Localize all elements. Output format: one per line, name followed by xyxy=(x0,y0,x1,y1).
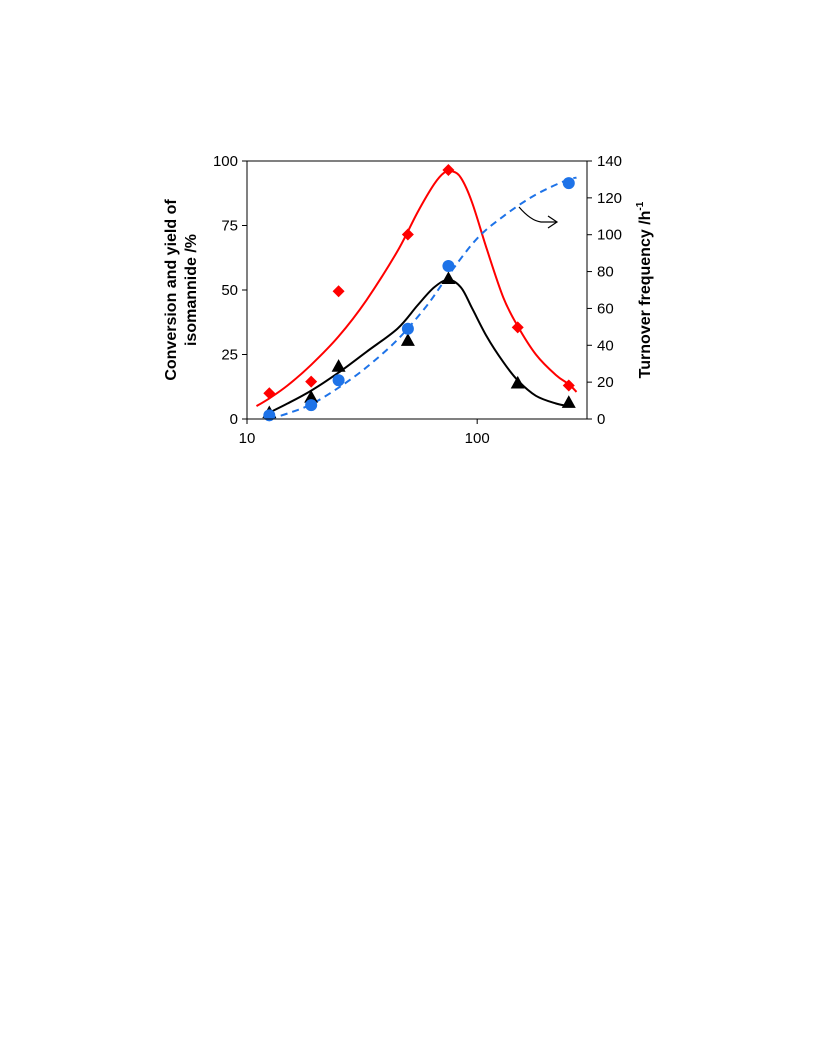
triangle-marker xyxy=(400,333,415,346)
diamond-marker xyxy=(263,387,276,400)
diamond-marker xyxy=(442,164,455,177)
fit-curves xyxy=(255,169,578,420)
circle-marker xyxy=(332,374,345,387)
data-markers xyxy=(262,164,576,422)
y-right-tick-label: 80 xyxy=(597,264,614,281)
y-right-tick-label: 120 xyxy=(597,190,622,207)
y-right-tick-label: 100 xyxy=(597,227,622,244)
diamond-marker xyxy=(305,375,318,388)
diamond-marker xyxy=(332,285,345,298)
arrow-head xyxy=(547,215,559,229)
y-left-axis-title-line1: Conversion and yield of xyxy=(163,199,180,381)
circle-marker xyxy=(263,409,276,422)
y-right-tick-label: 20 xyxy=(597,374,614,391)
right-axis-arrow-annotation xyxy=(518,206,559,229)
y-right-tick-label: 40 xyxy=(597,337,614,354)
diamond-marker xyxy=(562,379,575,392)
arrow-curve xyxy=(518,206,556,223)
diamond-marker xyxy=(511,321,524,334)
triangle-marker xyxy=(441,271,456,284)
y-left-tick-label: 0 xyxy=(230,411,238,428)
y-right-axis-title-sup: -1 xyxy=(635,201,646,210)
triangle-marker xyxy=(561,395,576,408)
y-left-tick-label: 50 xyxy=(221,282,238,299)
circle-marker xyxy=(442,260,455,273)
y-right-axis-title: Turnover frequency /h-1 xyxy=(635,201,654,378)
x-tick-label: 100 xyxy=(465,430,490,447)
circle-marker xyxy=(305,399,318,412)
y-left-axis-title-line2: isomannide /% xyxy=(183,234,200,346)
y-left-tick-label: 75 xyxy=(221,218,238,235)
triangle-marker xyxy=(510,375,525,389)
fit-curve-0 xyxy=(255,169,578,407)
y-left-tick-label: 100 xyxy=(213,153,238,170)
y-left-tick-label: 25 xyxy=(221,347,238,364)
y-right-tick-label: 140 xyxy=(597,153,622,170)
fit-curve-1 xyxy=(268,278,569,414)
y-right-axis-title-main: Turnover frequency /h xyxy=(637,211,654,379)
x-tick-label: 10 xyxy=(239,430,256,447)
circle-marker xyxy=(401,322,414,335)
triangle-marker xyxy=(304,390,319,403)
plot-frame xyxy=(246,160,588,420)
diamond-marker xyxy=(401,228,414,241)
circle-marker xyxy=(562,177,575,190)
y-right-tick-label: 60 xyxy=(597,300,614,317)
y-right-tick-label: 0 xyxy=(597,411,605,428)
triangle-marker xyxy=(331,359,346,372)
axes: 0 25 50 75 100 0 20 40 60 80 100 120 140 10 100 xyxy=(213,153,622,447)
